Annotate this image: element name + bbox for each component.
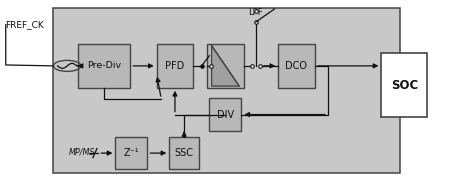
Bar bbox=[381, 53, 426, 117]
Text: Pre-Div: Pre-Div bbox=[87, 61, 121, 70]
Bar bbox=[156, 44, 193, 88]
Text: SSC: SSC bbox=[174, 148, 193, 158]
Bar bbox=[207, 44, 243, 88]
Text: MP/MS: MP/MS bbox=[68, 148, 95, 157]
Bar bbox=[78, 44, 130, 88]
Bar bbox=[209, 98, 241, 131]
Bar bbox=[115, 137, 147, 169]
Text: PFD: PFD bbox=[165, 61, 184, 71]
Polygon shape bbox=[211, 46, 239, 86]
Bar bbox=[278, 44, 314, 88]
Text: DIV: DIV bbox=[216, 110, 234, 120]
Text: LPF: LPF bbox=[248, 8, 263, 17]
Bar bbox=[53, 8, 399, 173]
Text: Z⁻¹: Z⁻¹ bbox=[123, 148, 139, 158]
Text: DCO: DCO bbox=[285, 61, 307, 71]
Bar bbox=[169, 137, 199, 169]
Text: SOC: SOC bbox=[390, 79, 417, 92]
Text: FREF_CK: FREF_CK bbox=[5, 20, 44, 29]
